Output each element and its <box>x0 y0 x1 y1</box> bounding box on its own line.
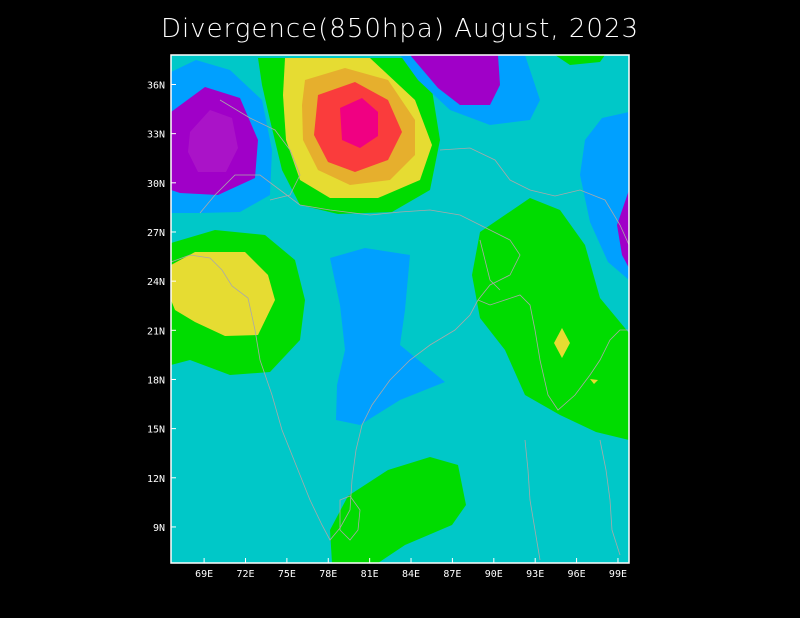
lat-tick-label: 30N <box>147 179 165 190</box>
lat-tick-label: 27N <box>147 228 165 239</box>
lon-tick-label: 93E <box>526 569 544 580</box>
lon-tick-label: 75E <box>278 569 296 580</box>
lat-tick-label: 21N <box>147 326 165 337</box>
lon-tick-label: 81E <box>361 569 379 580</box>
lon-tick-label: 90E <box>485 569 503 580</box>
lon-tick-label: 84E <box>402 569 420 580</box>
lat-tick-label: 33N <box>147 130 165 141</box>
lon-tick-label: 69E <box>195 569 213 580</box>
lat-tick-label: 36N <box>147 80 165 91</box>
lon-tick-label: 99E <box>609 569 627 580</box>
lat-tick-label: 18N <box>147 375 165 386</box>
lat-tick-label: 15N <box>147 425 165 436</box>
lat-tick-label: 24N <box>147 277 165 288</box>
lon-tick-label: 87E <box>443 569 461 580</box>
lon-tick-label: 72E <box>236 569 254 580</box>
lon-tick-label: 78E <box>319 569 337 580</box>
lat-tick-label: 9N <box>153 523 165 534</box>
map-plot-area <box>171 55 629 563</box>
lat-tick-label: 12N <box>147 474 165 485</box>
lon-tick-label: 96E <box>568 569 586 580</box>
